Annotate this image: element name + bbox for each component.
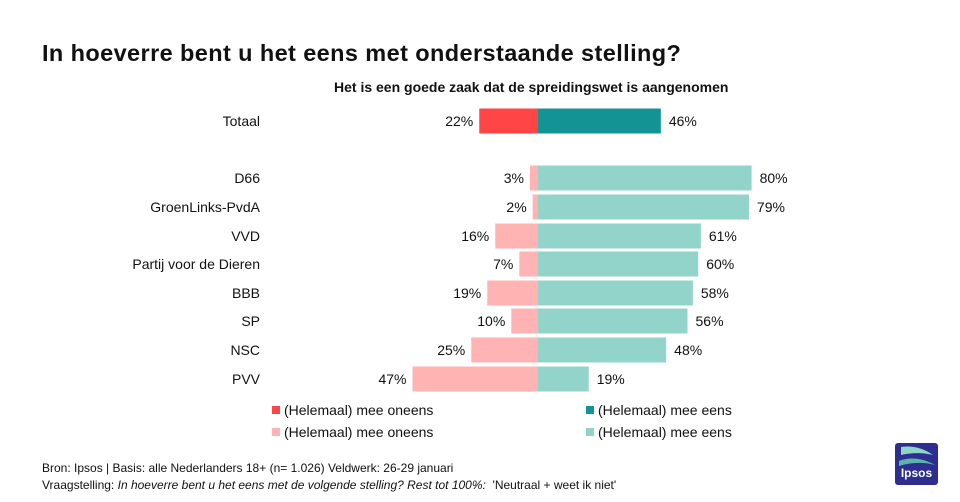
legend-swatch [272, 406, 280, 414]
legend-item-eens-partij: (Helemaal) mee eens [586, 424, 732, 440]
bar-eens-partij-voor-de-dieren [538, 251, 699, 277]
value-label-oneens-partij-voor-de-dieren: 7% [493, 256, 513, 272]
category-label-pvv: PVV [232, 371, 261, 387]
value-label-eens-groenlinks-pvda: 79% [757, 199, 785, 215]
value-label-oneens-bbb: 19% [453, 285, 481, 301]
value-label-eens-nsc: 48% [674, 342, 702, 358]
value-label-oneens-totaal: 22% [445, 113, 473, 129]
value-label-oneens-groenlinks-pvda: 2% [506, 199, 526, 215]
question-suffix: 'Neutraal + weet ik niet' [485, 478, 617, 492]
legend-swatch [586, 428, 594, 436]
bar-oneens-partij-voor-de-dieren [519, 251, 538, 277]
category-label-d66: D66 [234, 170, 260, 186]
bar-oneens-groenlinks-pvda [532, 194, 538, 220]
bar-oneens-bbb [487, 280, 538, 306]
bar-eens-vvd [538, 223, 701, 249]
question-text: In hoeverre bent u het eens met de volge… [117, 478, 486, 492]
bar-oneens-vvd [495, 223, 538, 249]
bar-eens-pvv [538, 366, 589, 392]
chart-subtitle: Het is een goede zaak dat de spreidingsw… [334, 79, 729, 95]
source-note: Bron: Ipsos | Basis: alle Nederlanders 1… [42, 461, 453, 475]
logo-text: Ipsos [900, 466, 933, 480]
value-label-eens-totaal: 46% [669, 113, 697, 129]
diverging-bar-chart: Totaal 22% 46% D66 3% 80% GroenLinks-PvdA 2% 79%… [132, 108, 788, 392]
bar-oneens-d66 [529, 165, 538, 191]
bar-eens-bbb [538, 280, 693, 306]
legend-label: (Helemaal) mee eens [598, 424, 732, 440]
category-label-totaal: Totaal [223, 113, 260, 129]
category-label-nsc: NSC [230, 342, 260, 358]
bar-eens-d66 [538, 165, 752, 191]
value-label-oneens-pvv: 47% [378, 371, 406, 387]
value-label-oneens-vvd: 16% [461, 228, 489, 244]
legend-label: (Helemaal) mee oneens [284, 424, 434, 440]
value-label-oneens-sp: 10% [477, 313, 505, 329]
chart-title: In hoeverre bent u het eens met ondersta… [42, 40, 682, 66]
legend-item-eens-totaal: (Helemaal) mee eens [586, 402, 732, 418]
legend-item-oneens-partij: (Helemaal) mee oneens [272, 424, 433, 440]
bar-eens-sp [538, 308, 688, 334]
value-label-eens-bbb: 58% [701, 285, 729, 301]
legend-label: (Helemaal) mee oneens [284, 402, 434, 418]
value-label-eens-vvd: 61% [709, 228, 737, 244]
value-label-oneens-d66: 3% [504, 170, 524, 186]
ipsos-logo: Ipsos [895, 443, 938, 485]
bar-eens-totaal [538, 108, 661, 134]
legend-swatch [586, 406, 594, 414]
bar-oneens-pvv [412, 366, 538, 392]
legend-item-oneens-totaal: (Helemaal) mee oneens [272, 402, 433, 418]
category-label-vvd: VVD [231, 228, 260, 244]
value-label-eens-pvv: 19% [597, 371, 625, 387]
question-note: Vraagstelling: In hoeverre bent u het ee… [42, 478, 616, 492]
value-label-eens-partij-voor-de-dieren: 60% [706, 256, 734, 272]
source-text: Bron: Ipsos | Basis: alle Nederlanders 1… [42, 461, 454, 475]
value-label-eens-sp: 56% [696, 313, 724, 329]
legend-label: (Helemaal) mee eens [598, 402, 732, 418]
bar-eens-nsc [538, 337, 667, 363]
question-prefix: Vraagstelling: [42, 478, 118, 492]
legend-swatch [272, 428, 280, 436]
category-label-groenlinks-pvda: GroenLinks-PvdA [150, 199, 260, 215]
category-label-sp: SP [241, 313, 260, 329]
bar-oneens-nsc [471, 337, 538, 363]
bar-oneens-sp [511, 308, 538, 334]
category-label-bbb: BBB [232, 285, 260, 301]
bar-eens-groenlinks-pvda [538, 194, 749, 220]
value-label-oneens-nsc: 25% [437, 342, 465, 358]
bar-oneens-totaal [479, 108, 538, 134]
logo-mark-icon [899, 446, 935, 466]
value-label-eens-d66: 80% [760, 170, 788, 186]
category-label-partij-voor-de-dieren: Partij voor de Dieren [132, 256, 260, 272]
